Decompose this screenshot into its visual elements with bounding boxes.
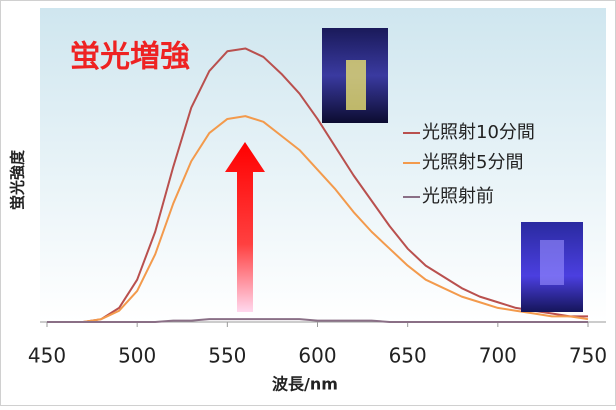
x-tick-label: 700 [479,344,517,368]
photo-detail [346,60,366,110]
x-axis-label: 波長/nm [272,375,338,394]
x-tick-label: 550 [208,344,246,368]
legend-label: 光照射10分間 [422,122,535,143]
y-axis-label: 蛍光強度 [9,149,27,210]
photo-detail [540,240,564,285]
x-tick-label: 650 [389,344,427,368]
x-tick-label: 500 [118,344,156,368]
annotation: 蛍光増強 [70,40,190,75]
x-tick-label: 750 [569,344,607,368]
x-tick-label: 450 [28,344,66,368]
x-tick-label: 600 [298,344,336,368]
legend-label: 光照射前 [422,186,494,207]
chart: 450 500 550 600 650 700 750 光照射10分間光照射5分間光照射前 蛍… [0,0,616,406]
legend-label: 光照射5分間 [422,152,523,173]
